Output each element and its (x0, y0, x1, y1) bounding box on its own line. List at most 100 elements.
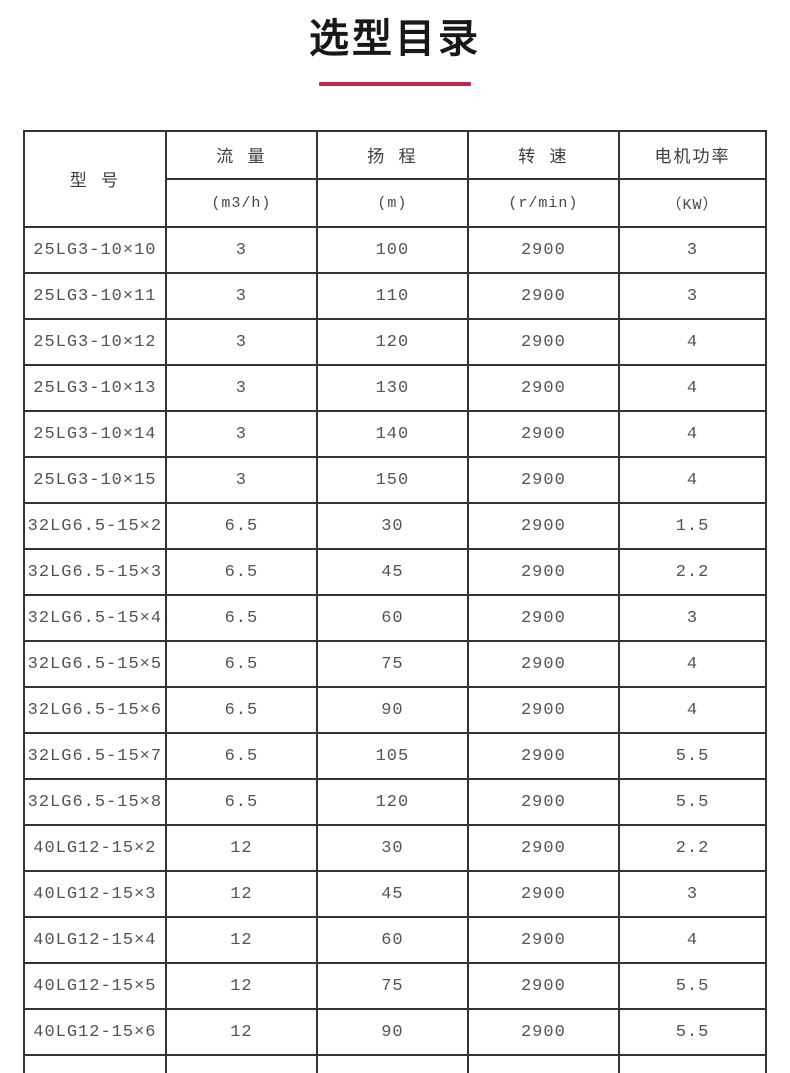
cell-flow: 12 (164, 916, 319, 964)
cell-flow: 12 (164, 1008, 319, 1056)
table-row: 32LG6.5-15×3 6.5 45 2900 2.2 (23, 548, 767, 596)
cell-model: 40LG12-15×4 (23, 916, 167, 964)
table-row-partial (23, 1054, 767, 1073)
cell-power: 4 (618, 640, 767, 688)
cell-model: 25LG3-10×12 (23, 318, 167, 366)
cell-power: 3 (618, 594, 767, 642)
cell-speed: 2900 (466, 870, 621, 918)
cell-flow (164, 1054, 319, 1073)
cell-flow: 6.5 (164, 686, 319, 734)
cell-head: 100 (316, 226, 469, 274)
cell-speed: 2900 (466, 732, 621, 780)
cell-speed: 2900 (466, 778, 621, 826)
cell-head: 130 (316, 364, 469, 412)
title-underline (319, 82, 471, 86)
cell-flow: 6.5 (164, 732, 319, 780)
cell-head: 45 (316, 870, 469, 918)
cell-head: 105 (316, 732, 469, 780)
header-power: 电机功率 (618, 130, 767, 180)
cell-speed (466, 1054, 621, 1073)
cell-model: 32LG6.5-15×5 (23, 640, 167, 688)
cell-flow: 6.5 (164, 548, 319, 596)
cell-head: 75 (316, 962, 469, 1010)
cell-speed: 2900 (466, 686, 621, 734)
cell-head: 120 (316, 318, 469, 366)
cell-speed: 2900 (466, 916, 621, 964)
page-title: 选型目录 (309, 17, 481, 61)
cell-power: 3 (618, 870, 767, 918)
cell-model: 32LG6.5-15×4 (23, 594, 167, 642)
table-row: 32LG6.5-15×6 6.5 90 2900 4 (23, 686, 767, 734)
table-row: 32LG6.5-15×4 6.5 60 2900 3 (23, 594, 767, 642)
cell-flow: 3 (164, 272, 319, 320)
selection-table: 型 号 流 量 扬 程 转 速 电机功率 (m3/h) (m) (r/min) … (23, 130, 767, 1073)
cell-power: 4 (618, 410, 767, 458)
cell-flow: 6.5 (164, 594, 319, 642)
cell-head: 45 (316, 548, 469, 596)
table-row: 40LG12-15×3 12 45 2900 3 (23, 870, 767, 918)
cell-model: 32LG6.5-15×3 (23, 548, 167, 596)
cell-power: 2.2 (618, 548, 767, 596)
table-row: 25LG3-10×11 3 110 2900 3 (23, 272, 767, 320)
table-row: 25LG3-10×13 3 130 2900 4 (23, 364, 767, 412)
cell-head: 150 (316, 456, 469, 504)
cell-speed: 2900 (466, 548, 621, 596)
cell-speed: 2900 (466, 318, 621, 366)
cell-model (23, 1054, 167, 1073)
cell-head: 75 (316, 640, 469, 688)
cell-model: 32LG6.5-15×7 (23, 732, 167, 780)
cell-flow: 12 (164, 870, 319, 918)
cell-head: 30 (316, 502, 469, 550)
cell-head: 90 (316, 686, 469, 734)
header-flow: 流 量 (164, 130, 319, 180)
header-unit-row: (m3/h) (m) (r/min) （KW） (24, 178, 767, 228)
header-label-row: 型 号 流 量 扬 程 转 速 电机功率 (23, 130, 767, 228)
cell-model: 40LG12-15×3 (23, 870, 167, 918)
cell-speed: 2900 (466, 1008, 621, 1056)
cell-model: 25LG3-10×15 (23, 456, 167, 504)
table-row: 32LG6.5-15×7 6.5 105 2900 5.5 (23, 732, 767, 780)
cell-head: 90 (316, 1008, 469, 1056)
cell-flow: 12 (164, 962, 319, 1010)
cell-model: 25LG3-10×14 (23, 410, 167, 458)
cell-speed: 2900 (466, 272, 621, 320)
header-head: 扬 程 (316, 130, 469, 180)
cell-flow: 6.5 (164, 778, 319, 826)
cell-power: 5.5 (618, 962, 767, 1010)
cell-speed: 2900 (466, 962, 621, 1010)
cell-power (618, 1054, 767, 1073)
header-flow-unit: (m3/h) (164, 178, 319, 228)
cell-head: 60 (316, 594, 469, 642)
table-row: 32LG6.5-15×8 6.5 120 2900 5.5 (23, 778, 767, 826)
cell-model: 25LG3-10×11 (23, 272, 167, 320)
cell-head: 30 (316, 824, 469, 872)
cell-speed: 2900 (466, 640, 621, 688)
table-row: 25LG3-10×14 3 140 2900 4 (23, 410, 767, 458)
table-header: 型 号 流 量 扬 程 转 速 电机功率 (m3/h) (m) (r/min) … (23, 130, 767, 228)
cell-flow: 3 (164, 456, 319, 504)
cell-power: 4 (618, 456, 767, 504)
cell-speed: 2900 (466, 594, 621, 642)
table-body: 25LG3-10×10 3 100 2900 3 25LG3-10×11 3 110 2900 3… (23, 226, 767, 1073)
cell-model: 32LG6.5-15×6 (23, 686, 167, 734)
header-power-unit: （KW） (618, 178, 767, 228)
cell-power: 3 (618, 272, 767, 320)
cell-model: 32LG6.5-15×2 (23, 502, 167, 550)
table-row: 32LG6.5-15×5 6.5 75 2900 4 (23, 640, 767, 688)
cell-model: 40LG12-15×5 (23, 962, 167, 1010)
cell-power: 1.5 (618, 502, 767, 550)
cell-flow: 3 (164, 226, 319, 274)
cell-power: 5.5 (618, 778, 767, 826)
cell-head: 60 (316, 916, 469, 964)
cell-speed: 2900 (466, 410, 621, 458)
cell-power: 4 (618, 916, 767, 964)
header-head-unit: (m) (316, 178, 469, 228)
cell-head (316, 1054, 469, 1073)
cell-power: 5.5 (618, 1008, 767, 1056)
header-model: 型 号 (23, 130, 167, 228)
cell-power: 3 (618, 226, 767, 274)
cell-model: 40LG12-15×2 (23, 824, 167, 872)
table-row: 40LG12-15×2 12 30 2900 2.2 (23, 824, 767, 872)
table-row: 32LG6.5-15×2 6.5 30 2900 1.5 (23, 502, 767, 550)
